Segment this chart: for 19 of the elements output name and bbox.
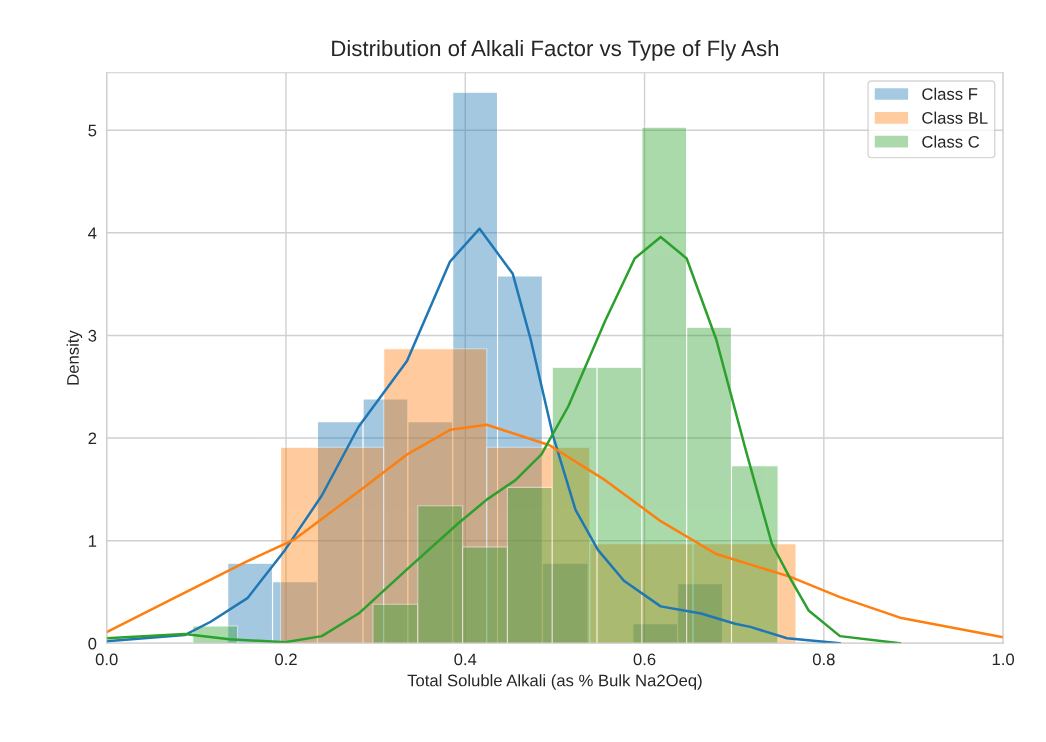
x-tick-label: 0.6 [633, 653, 656, 666]
x-tick-label: 0.0 [95, 653, 118, 666]
y-tick-label: 0 [88, 637, 97, 650]
y-tick-label: 4 [88, 227, 97, 239]
legend-label: Class F [922, 87, 978, 100]
x-axis-title: Total Soluble Alkali (as % Bulk Na2Oeq) [407, 674, 702, 690]
x-tick-label: 0.8 [812, 653, 835, 666]
x-tick-label: 1.0 [992, 653, 1015, 666]
y-tick-label: 3 [88, 329, 97, 342]
legend-label: Class C [922, 135, 980, 148]
line-series [106, 423, 1004, 639]
y-axis-title: Density [66, 330, 83, 385]
chart-title: Distribution of Alkali Factor vs Type of Fly Ash [332, 39, 779, 61]
legend-label: Class BL [922, 111, 988, 124]
y-tick-label: 1 [88, 535, 97, 547]
y-tick-label: 5 [88, 124, 97, 137]
y-tick-label: 2 [88, 432, 97, 445]
x-tick-label: 0.4 [454, 653, 477, 666]
x-tick-label: 0.2 [275, 653, 297, 666]
